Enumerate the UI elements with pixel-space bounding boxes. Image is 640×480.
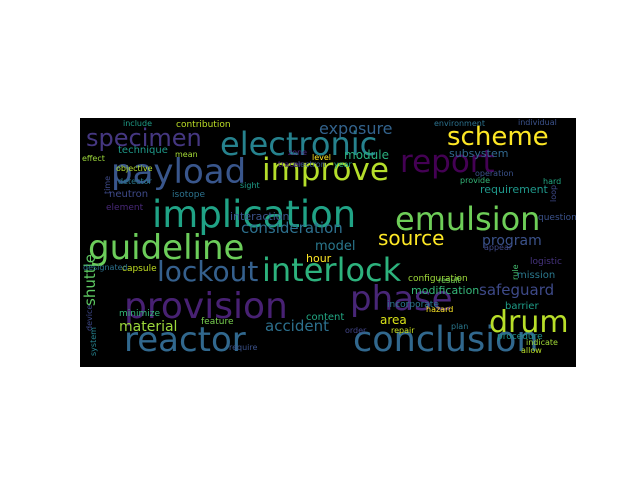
word-safeguard: safeguard <box>479 281 555 299</box>
word-interlock: interlock <box>262 251 402 289</box>
word-procedure: procedure <box>497 332 543 342</box>
word-tracer: tracer <box>278 160 302 169</box>
word-specimen: specimen <box>86 124 202 152</box>
word-module: module <box>344 148 389 162</box>
word-result: result <box>438 276 461 285</box>
word-provide: provide <box>460 176 491 185</box>
word-electronic: electronic <box>220 125 378 163</box>
word-drum: drum <box>489 305 569 340</box>
word-order: order <box>345 326 367 335</box>
word-exposure: exposure <box>319 119 393 138</box>
word-individual: individual <box>518 118 557 127</box>
word-accident: accident <box>265 317 329 335</box>
word-indicate: indicate <box>526 338 558 347</box>
word-configuration: configuration <box>408 274 468 284</box>
word-hour: hour <box>306 252 332 265</box>
word-plan: plan <box>451 322 469 331</box>
word-shuttle: shuttle <box>81 254 99 306</box>
word-barrier: barrier <box>505 301 539 312</box>
word-electron: electron <box>293 160 326 169</box>
word-repair: repair <box>391 326 415 335</box>
word-objective: objective <box>116 164 153 173</box>
word-system: system <box>89 327 98 356</box>
word-operation: operation <box>475 169 514 178</box>
word-mean: mean <box>175 150 198 159</box>
word-isotope: isotope <box>172 190 205 200</box>
word-year: year <box>334 160 352 169</box>
word-scheme: scheme <box>447 122 549 152</box>
word-neutron: neutron <box>109 189 149 200</box>
word-content: content <box>306 312 345 323</box>
word-hard: hard <box>543 177 562 186</box>
word-environment: environment <box>434 119 485 128</box>
word-provision: provision <box>124 286 288 327</box>
word-mission: mission <box>517 270 556 281</box>
word-interaction: interaction <box>230 210 290 223</box>
word-guideline: guideline <box>88 228 245 268</box>
word-capsule: capsule <box>122 264 157 274</box>
word-source: source <box>378 226 445 250</box>
word-detector: detector <box>118 177 152 186</box>
word-level: level <box>312 153 332 162</box>
word-question: question <box>538 213 576 223</box>
word-hazard: hazard <box>426 305 454 314</box>
word-model: model <box>315 239 356 254</box>
word-cloud: provision reactor implication conclusion… <box>80 118 576 367</box>
word-element: element <box>106 203 144 213</box>
word-material: material <box>119 319 178 335</box>
word-requirement: requirement <box>480 183 548 196</box>
word-time: time <box>103 175 112 194</box>
word-minimize: minimize <box>119 309 161 319</box>
word-lockout: lockout <box>157 255 259 288</box>
word-payload: payload <box>111 152 247 192</box>
word-contribution: contribution <box>176 120 231 130</box>
word-phase: phase <box>350 279 453 319</box>
word-loop: loop <box>549 184 558 202</box>
word-require: require <box>229 343 258 352</box>
word-reactor: reactor <box>124 320 246 360</box>
word-program: program <box>482 233 542 249</box>
word-feature: feature <box>201 317 234 327</box>
word-zone: zone <box>288 148 308 157</box>
word-appear: appear <box>484 243 513 252</box>
word-modification: modification <box>411 284 480 297</box>
word-include: include <box>123 119 152 128</box>
word-emulsion: emulsion <box>395 200 541 238</box>
word-report: report <box>400 144 495 180</box>
word-allow: allow <box>521 346 542 355</box>
word-designated: designated <box>83 263 128 272</box>
word-sight: sight <box>240 181 260 190</box>
word-area: area <box>380 313 407 327</box>
word-subsystem: subsystem <box>449 147 509 160</box>
word-logistic: logistic <box>530 257 562 267</box>
word-effect: effect <box>82 154 105 163</box>
word-incorporate: incorporate <box>387 300 439 310</box>
word-technique: technique <box>118 145 168 156</box>
word-improve: improve <box>262 152 389 188</box>
word-implication: implication <box>152 193 357 236</box>
word-conclusion: conclusion <box>353 320 539 360</box>
word-consideration: consideration <box>241 219 343 237</box>
word-rule: rule <box>511 264 520 280</box>
